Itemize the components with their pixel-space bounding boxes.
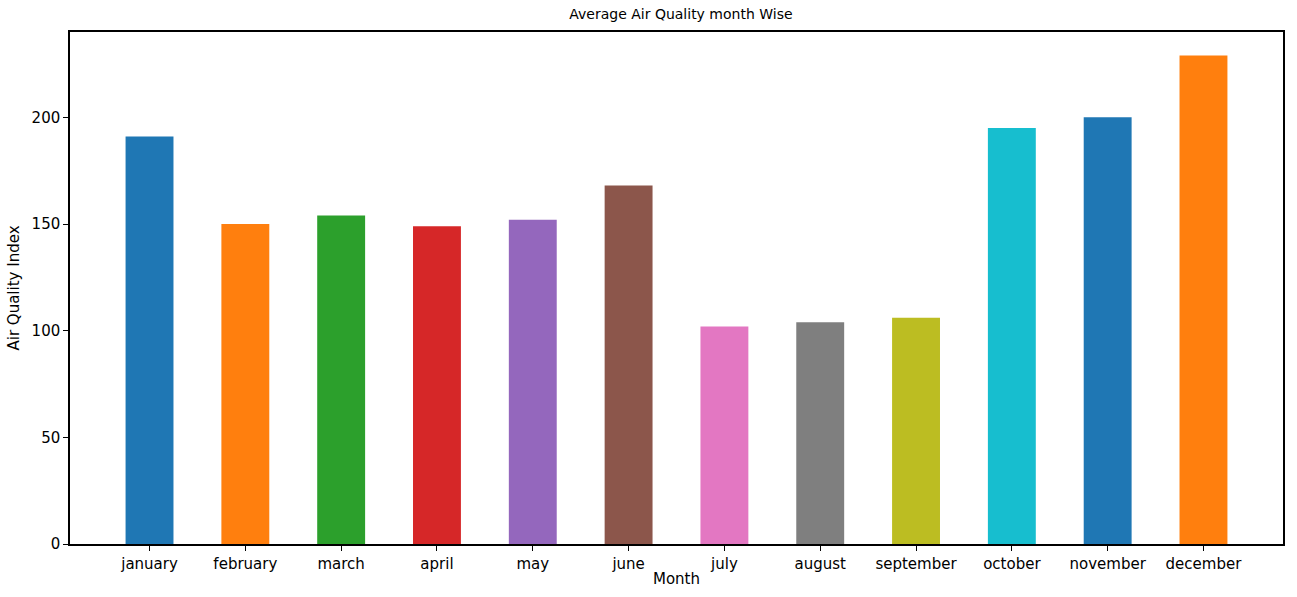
svg-text:september: september bbox=[875, 555, 957, 573]
svg-text:february: february bbox=[213, 555, 277, 573]
svg-text:june: june bbox=[611, 555, 644, 573]
svg-text:50: 50 bbox=[41, 429, 60, 447]
svg-text:december: december bbox=[1166, 555, 1243, 573]
svg-text:october: october bbox=[983, 555, 1041, 573]
svg-text:may: may bbox=[516, 555, 549, 573]
svg-text:Month: Month bbox=[653, 570, 700, 588]
svg-text:march: march bbox=[317, 555, 364, 573]
svg-text:150: 150 bbox=[32, 215, 61, 233]
svg-text:200: 200 bbox=[32, 109, 61, 127]
svg-text:january: january bbox=[120, 555, 178, 573]
svg-text:0: 0 bbox=[51, 535, 61, 553]
svg-text:november: november bbox=[1069, 555, 1146, 573]
svg-text:july: july bbox=[710, 555, 738, 573]
svg-text:august: august bbox=[795, 555, 847, 573]
svg-text:100: 100 bbox=[32, 322, 61, 340]
svg-text:Average Air Quality month Wise: Average Air Quality month Wise bbox=[569, 6, 792, 22]
svg-text:april: april bbox=[420, 555, 453, 573]
svg-text:Air Quality Index: Air Quality Index bbox=[5, 225, 23, 350]
